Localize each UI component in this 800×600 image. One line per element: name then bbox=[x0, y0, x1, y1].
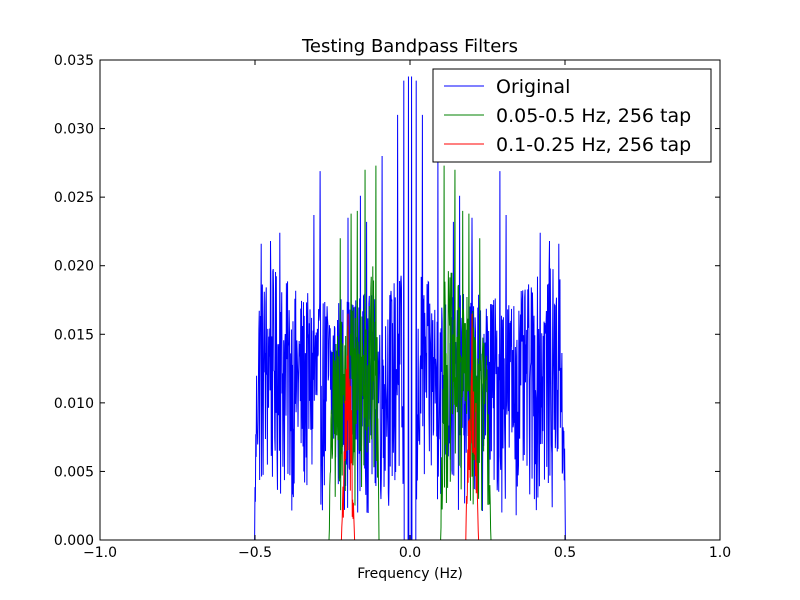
x-tick-label: 1.0 bbox=[709, 545, 731, 561]
y-tick-label: 0.000 bbox=[54, 533, 94, 549]
y-tick-label: 0.015 bbox=[54, 327, 94, 343]
x-tick-label: 0.0 bbox=[399, 545, 421, 561]
y-tick-label: 0.025 bbox=[54, 190, 94, 206]
y-tick-label: 0.010 bbox=[54, 396, 94, 412]
legend: Original 0.05-0.5 Hz, 256 tap 0.1-0.25 Hz,… bbox=[432, 68, 712, 163]
legend-label-1: 0.05-0.5 Hz, 256 tap bbox=[496, 105, 691, 127]
legend-label-2: 0.1-0.25 Hz, 256 tap bbox=[496, 134, 691, 156]
legend-label-0: Original bbox=[496, 76, 570, 98]
y-tick-label: 0.030 bbox=[54, 122, 94, 138]
y-tick-label: 0.005 bbox=[54, 464, 94, 480]
x-axis-label: Frequency (Hz) bbox=[357, 566, 463, 582]
x-tick-label: 0.5 bbox=[554, 545, 576, 561]
x-tick-label: −0.5 bbox=[238, 545, 272, 561]
x-tick-label: −1.0 bbox=[83, 545, 117, 561]
y-tick-label: 0.035 bbox=[54, 53, 94, 69]
chart-title: Testing Bandpass Filters bbox=[301, 36, 518, 57]
axis-ticks: −1.0 −0.5 0.0 0.5 1.0 0.000 0.005 0.010 0.015 0.0… bbox=[54, 53, 731, 561]
y-tick-label: 0.020 bbox=[54, 259, 94, 275]
